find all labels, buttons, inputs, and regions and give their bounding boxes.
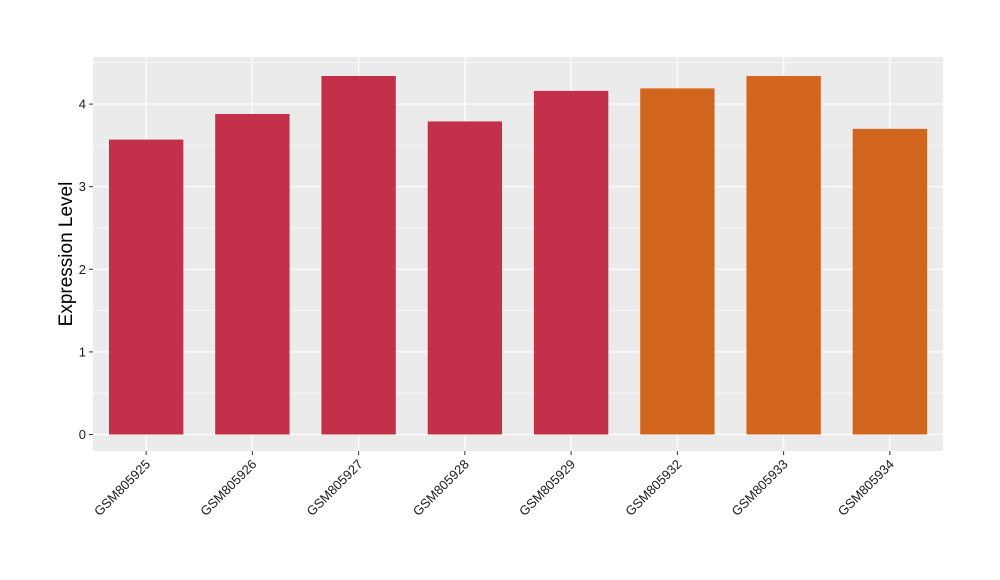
bars: [108, 75, 928, 435]
bar: [746, 75, 821, 435]
bar: [215, 113, 290, 435]
bar: [640, 88, 715, 435]
x-tick-label: GSM805926: [197, 457, 259, 519]
y-tick-label: 2: [79, 262, 86, 277]
x-tick-label: GSM805928: [410, 457, 472, 519]
y-axis-title: Expression Level: [56, 182, 77, 327]
x-tick-label: GSM805929: [516, 457, 578, 519]
x-axis: GSM805925 GSM805926 GSM805927 GSM805928 GSM8…: [91, 451, 897, 519]
bar: [427, 121, 503, 435]
x-tick-label: GSM805933: [729, 457, 791, 519]
y-tick-label: 4: [79, 97, 86, 112]
x-tick-label: GSM805925: [91, 457, 153, 519]
x-tick-label: GSM805934: [835, 457, 897, 519]
y-tick-label: 3: [79, 179, 86, 194]
y-tick-label: 0: [79, 427, 86, 442]
bar: [108, 139, 184, 435]
bar: [533, 90, 609, 435]
x-tick-label: GSM805932: [622, 457, 684, 519]
x-tick-label: GSM805927: [304, 457, 366, 519]
y-tick-label: 1: [79, 344, 86, 359]
bar: [852, 128, 928, 435]
bar: [321, 75, 396, 435]
y-axis: 0 1 2 3 4: [79, 97, 93, 442]
